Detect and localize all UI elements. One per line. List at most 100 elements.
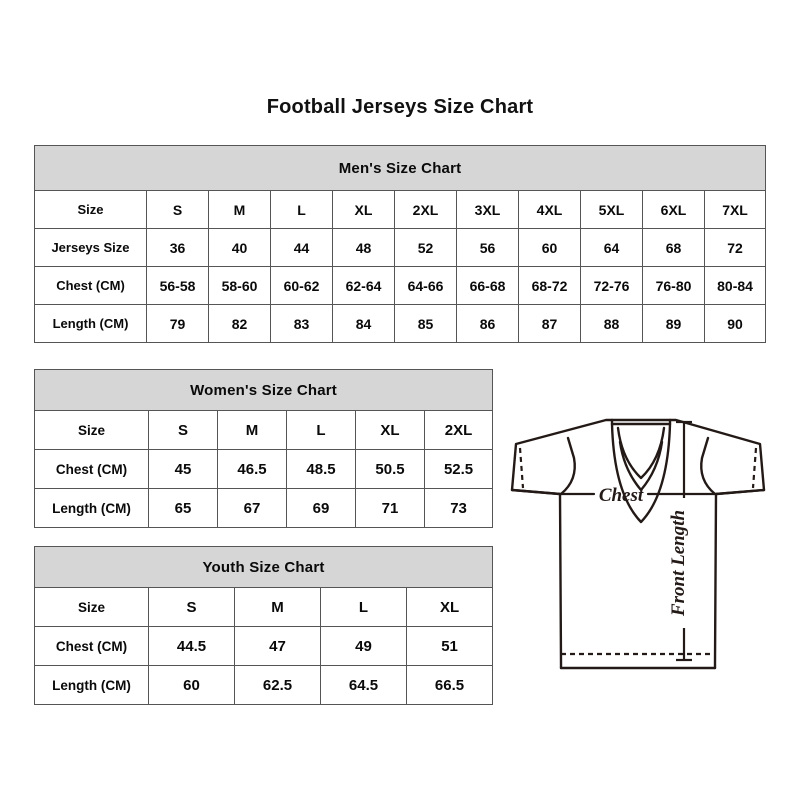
cell: 45 — [148, 449, 218, 489]
table-row: Chest (CM) 45 46.5 48.5 50.5 52.5 — [34, 449, 494, 489]
cell: 44.5 — [148, 626, 235, 666]
mens-size-chart-table: Men's Size Chart Size S M L XL 2XL 3XL 4… — [33, 145, 767, 343]
column-header-7xl: 7XL — [703, 190, 767, 229]
cell: 64.5 — [320, 665, 407, 705]
table-band-row: Youth Size Chart — [33, 546, 494, 588]
column-header-4xl: 4XL — [518, 190, 581, 229]
column-header-2xl: 2XL — [394, 190, 457, 229]
cell: 66.5 — [405, 665, 494, 705]
cell: 69 — [286, 488, 356, 528]
cell: 68 — [642, 228, 705, 267]
table-row: Length (CM) 60 62.5 64.5 66.5 — [34, 665, 494, 705]
cell: 58-60 — [208, 266, 271, 305]
cell: 49 — [320, 626, 407, 666]
cell: 76-80 — [642, 266, 705, 305]
cell: 72 — [703, 228, 767, 267]
table-row: Chest (CM) 56-58 58-60 60-62 62-64 64-66… — [34, 266, 767, 305]
column-header-xl: XL — [332, 190, 395, 229]
row-label-chest-cm: Chest (CM) — [34, 266, 147, 305]
cell: 80-84 — [703, 266, 767, 305]
column-header-5xl: 5XL — [580, 190, 643, 229]
front-length-measurement-label: Front Length — [668, 510, 689, 617]
cell: 65 — [148, 488, 218, 528]
shirt-right-cuff-dashed-line — [751, 447, 758, 489]
cell: 67 — [217, 488, 287, 528]
table-band-row: Women's Size Chart — [33, 369, 494, 411]
cell: 83 — [270, 304, 333, 343]
cell: 86 — [456, 304, 519, 343]
cell: 87 — [518, 304, 581, 343]
shirt-collar-line-1 — [616, 426, 666, 480]
column-header-s: S — [148, 587, 235, 627]
tshirt-measurement-diagram: Chest Front Length — [498, 398, 778, 698]
cell: 64 — [580, 228, 643, 267]
shirt-left-body-outline — [510, 418, 614, 670]
shirt-right-cuff-edge — [714, 488, 766, 496]
column-header-m: M — [217, 410, 287, 450]
shirt-left-sleeve-seam — [559, 436, 576, 496]
cell: 40 — [208, 228, 271, 267]
cell: 50.5 — [355, 449, 425, 489]
womens-table-title: Women's Size Chart — [33, 369, 494, 411]
cell: 85 — [394, 304, 457, 343]
table-row: Chest (CM) 44.5 47 49 51 — [34, 626, 494, 666]
cell: 88 — [580, 304, 643, 343]
column-header-l: L — [320, 587, 407, 627]
cell: 82 — [208, 304, 271, 343]
cell: 71 — [355, 488, 425, 528]
column-header-2xl: 2XL — [423, 410, 494, 450]
cell: 60 — [148, 665, 235, 705]
womens-size-chart-table: Women's Size Chart Size S M L XL 2XL Che… — [33, 369, 494, 528]
chest-measurement-label: Chest — [599, 485, 644, 506]
table-row: Length (CM) 65 67 69 71 73 — [34, 488, 494, 528]
cell: 73 — [423, 488, 494, 528]
cell: 72-76 — [580, 266, 643, 305]
mens-table-title: Men's Size Chart — [33, 145, 767, 191]
column-header-3xl: 3XL — [456, 190, 519, 229]
cell: 60 — [518, 228, 581, 267]
cell: 68-72 — [518, 266, 581, 305]
cell: 89 — [642, 304, 705, 343]
cell: 48.5 — [286, 449, 356, 489]
column-header-size: Size — [34, 410, 149, 450]
cell: 62.5 — [234, 665, 321, 705]
cell: 64-66 — [394, 266, 457, 305]
column-header-m: M — [234, 587, 321, 627]
column-header-size: Size — [34, 587, 149, 627]
column-header-6xl: 6XL — [642, 190, 705, 229]
cell: 79 — [146, 304, 209, 343]
cell: 56-58 — [146, 266, 209, 305]
shirt-neck-outer — [610, 418, 672, 524]
shirt-left-cuff-edge — [510, 488, 562, 496]
cell: 44 — [270, 228, 333, 267]
youth-size-chart-table: Youth Size Chart Size S M L XL Chest (CM… — [33, 546, 494, 705]
shirt-right-sleeve-seam — [700, 436, 717, 496]
cell: 90 — [703, 304, 767, 343]
cell: 62-64 — [332, 266, 395, 305]
column-header-l: L — [286, 410, 356, 450]
table-header-row: Size S M L XL — [34, 587, 494, 627]
row-label-chest-cm: Chest (CM) — [34, 449, 149, 489]
column-header-s: S — [148, 410, 218, 450]
row-label-jerseys-size: Jerseys Size — [34, 228, 147, 267]
cell: 52 — [394, 228, 457, 267]
cell: 52.5 — [423, 449, 494, 489]
cell: 48 — [332, 228, 395, 267]
table-row: Length (CM) 79 82 83 84 85 86 87 88 89 9… — [34, 304, 767, 343]
row-label-length-cm: Length (CM) — [34, 665, 149, 705]
table-row: Jerseys Size 36 40 44 48 52 56 60 64 68 … — [34, 228, 767, 267]
table-header-row: Size S M L XL 2XL — [34, 410, 494, 450]
column-header-xl: XL — [405, 587, 494, 627]
cell: 56 — [456, 228, 519, 267]
table-band-row: Men's Size Chart — [33, 145, 767, 191]
youth-table-title: Youth Size Chart — [33, 546, 494, 588]
cell: 51 — [405, 626, 494, 666]
column-header-l: L — [270, 190, 333, 229]
cell: 60-62 — [270, 266, 333, 305]
shirt-left-cuff-dashed-line — [518, 447, 525, 489]
shirt-collar-line-2 — [618, 440, 664, 492]
row-label-chest-cm: Chest (CM) — [34, 626, 149, 666]
column-header-size: Size — [34, 190, 147, 229]
cell: 47 — [234, 626, 321, 666]
row-label-length-cm: Length (CM) — [34, 488, 149, 528]
